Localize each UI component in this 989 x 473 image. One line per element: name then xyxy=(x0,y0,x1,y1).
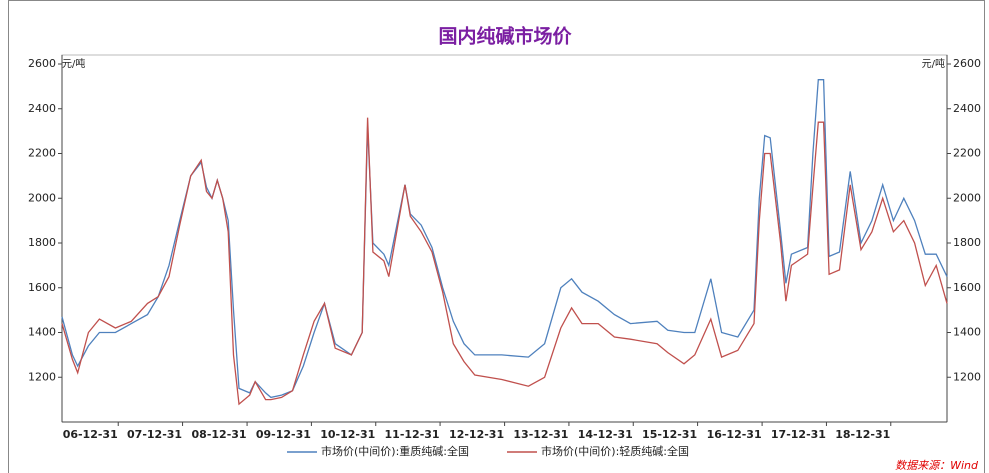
chart-title: 国内纯碱市场价 xyxy=(438,25,572,48)
y2-tick-label: 2400 xyxy=(953,102,981,115)
y-unit: 元/吨 xyxy=(62,57,85,70)
y2-tick-label: 1800 xyxy=(953,236,981,249)
y-tick-label: 1800 xyxy=(28,236,56,249)
y-tick-label: 2000 xyxy=(28,191,56,204)
plot-area xyxy=(61,54,948,423)
source: 数据来源：Wind xyxy=(895,459,979,472)
x-tick-label: 07-12-31 xyxy=(127,428,182,441)
x-tick-label: 12-12-31 xyxy=(449,428,504,441)
y-tick-label: 1400 xyxy=(28,326,56,339)
x-tick-label: 17-12-31 xyxy=(771,428,826,441)
y-tick-label: 1600 xyxy=(28,281,56,294)
y-tick-label: 2400 xyxy=(28,102,56,115)
legend-label: 市场价(中间价):轻质纯碱:全国 xyxy=(541,444,689,458)
y2-tick-label: 1400 xyxy=(953,326,981,339)
y2-tick-label: 2200 xyxy=(953,147,981,160)
y2-tick-label: 2000 xyxy=(953,191,981,204)
x-tick-label: 09-12-31 xyxy=(256,428,311,441)
x-tick-label: 15-12-31 xyxy=(642,428,697,441)
x-tick-label: 18-12-31 xyxy=(835,428,890,441)
y-tick-label: 2200 xyxy=(28,147,56,160)
y2-unit: 元/吨 xyxy=(922,57,945,70)
y-tick-label: 2600 xyxy=(28,57,56,70)
frame xyxy=(8,0,985,473)
x-tick-label: 10-12-31 xyxy=(320,428,375,441)
x-tick-label: 14-12-31 xyxy=(578,428,633,441)
series-line xyxy=(61,117,948,406)
x-tick-label: 16-12-31 xyxy=(707,428,762,441)
series-line xyxy=(61,79,948,399)
legend-label: 市场价(中间价):重质纯碱:全国 xyxy=(321,444,469,458)
y2-tick-label: 1200 xyxy=(953,370,981,383)
x-tick-label: 06-12-31 xyxy=(63,428,118,441)
x-tick-label: 08-12-31 xyxy=(192,428,247,441)
y2-tick-label: 1600 xyxy=(953,281,981,294)
y-tick-label: 1200 xyxy=(28,370,56,383)
x-tick-label: 11-12-31 xyxy=(385,428,440,441)
y2-tick-label: 2600 xyxy=(953,57,981,70)
x-tick-label: 13-12-31 xyxy=(513,428,568,441)
